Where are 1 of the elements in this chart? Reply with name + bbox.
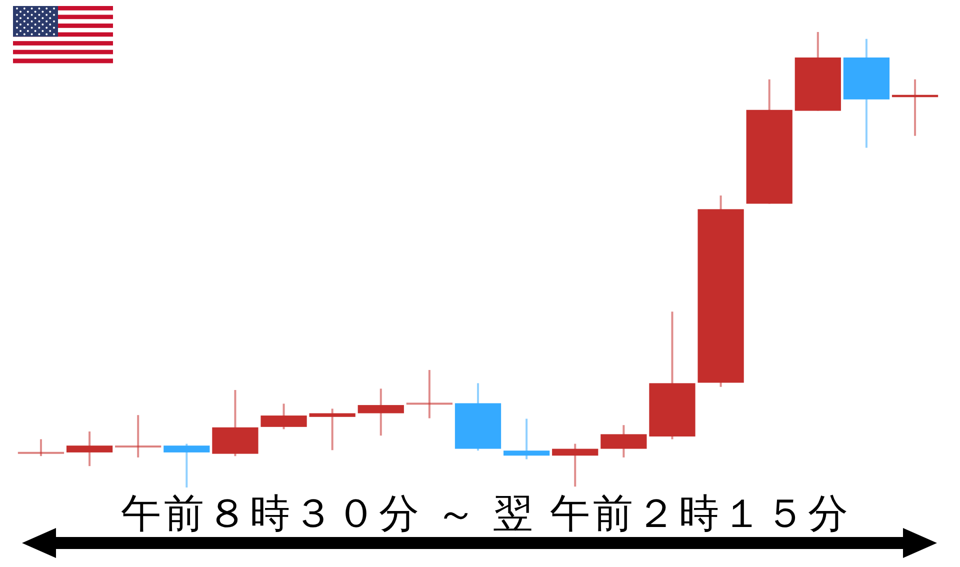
x-axis-title: 午前８時３０分 ～ 翌 午前２時１５分	[120, 492, 852, 536]
